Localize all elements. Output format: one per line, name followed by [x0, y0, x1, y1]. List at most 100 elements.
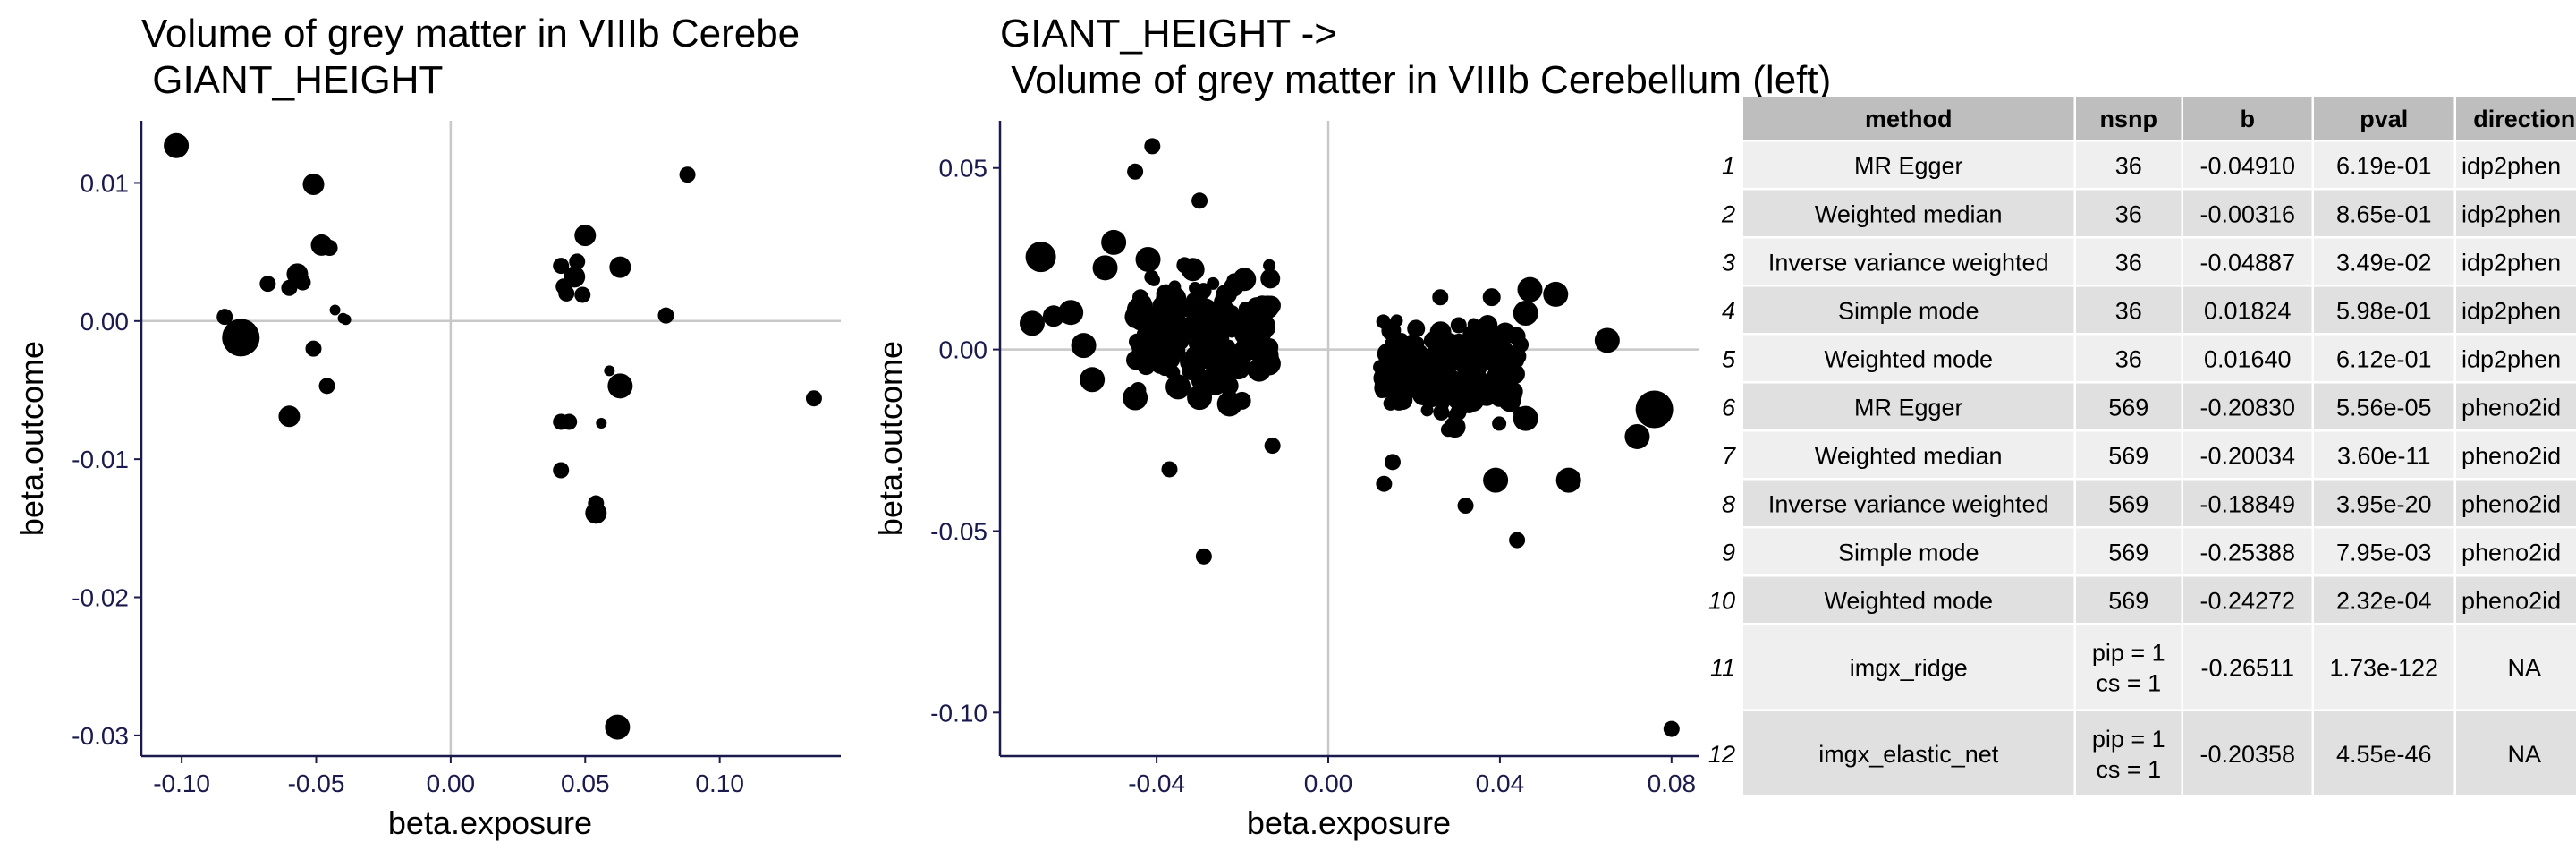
- data-point: [1384, 454, 1401, 471]
- data-point: [1233, 391, 1251, 410]
- x-tick-label: -0.04: [1128, 770, 1185, 797]
- table-cell-bg: [2183, 286, 2312, 333]
- table-cell-bg: [1743, 190, 2074, 236]
- x-tick-label: 0.04: [1476, 770, 1525, 797]
- table-row-index: 2: [1721, 200, 1735, 227]
- table-cell-bg: [2314, 383, 2454, 430]
- table-cell-b: 0.01640: [2204, 345, 2292, 372]
- data-point: [1188, 336, 1205, 353]
- table-cell-b: -0.25388: [2199, 539, 2295, 566]
- table-cell-bg: [2076, 335, 2182, 381]
- data-point: [1517, 276, 1543, 302]
- table-cell-nsnp: 36: [2115, 249, 2142, 276]
- table-cell-bg: [2456, 528, 2576, 574]
- table-header-pval: pval: [2360, 106, 2408, 132]
- table-cell-bg: [2076, 576, 2182, 623]
- table-cell-method: Inverse variance weighted: [1768, 490, 2049, 517]
- data-point: [1213, 305, 1230, 322]
- data-point: [604, 365, 615, 377]
- table-cell-direction: pheno2id: [2462, 587, 2561, 614]
- table-cell-direction: idp2phen: [2462, 200, 2561, 227]
- table-header-b: b: [2241, 106, 2256, 132]
- table-cell-method: MR Egger: [1854, 394, 1963, 421]
- table-cell-method: Weighted median: [1815, 442, 2003, 469]
- table-cell-pval: 3.60e-11: [2337, 442, 2431, 469]
- panel2-title: GIANT_HEIGHT ->: [1000, 12, 1337, 55]
- table-cell-bg: [2314, 238, 2454, 285]
- table-row-index: 1: [1722, 152, 1735, 179]
- data-point: [1428, 348, 1445, 365]
- data-point: [216, 309, 233, 326]
- table-row-index: 6: [1722, 394, 1736, 421]
- y-tick-label: 0.00: [939, 336, 988, 364]
- data-point: [1450, 317, 1467, 334]
- data-point: [329, 304, 341, 316]
- table-cell-bg: [2183, 335, 2312, 381]
- data-point: [1130, 381, 1147, 398]
- panel1-y-label: beta.outcome: [13, 341, 50, 536]
- data-point: [1180, 350, 1204, 374]
- table-header-cell: [2314, 97, 2454, 140]
- table-cell-bg: [1743, 286, 2074, 333]
- data-point: [605, 714, 631, 740]
- table-row: Simple mode 569 -0.25388 7.95e-03 pheno2id 9: [1722, 528, 2576, 574]
- data-point: [1212, 317, 1233, 337]
- table-cell-nsnp: cs = 1: [2096, 756, 2161, 783]
- data-point: [1594, 327, 1620, 353]
- table-row-index: 9: [1722, 539, 1735, 566]
- panel1-points: [164, 132, 822, 740]
- data-point: [1071, 333, 1097, 359]
- data-point: [1495, 375, 1508, 388]
- data-point: [607, 373, 633, 399]
- table-cell-method: Inverse variance weighted: [1768, 249, 2049, 276]
- panel2-reference-lines: [1000, 121, 1699, 756]
- table-cell-bg: [2076, 383, 2182, 430]
- table-row-index: 3: [1722, 249, 1735, 276]
- data-point: [1166, 344, 1182, 360]
- table-row-index: 7: [1722, 442, 1736, 469]
- table-cell-bg: [2076, 528, 2182, 574]
- data-point: [1150, 355, 1169, 374]
- table-cell-nsnp: 569: [2108, 394, 2148, 421]
- table-cell-bg: [2456, 141, 2576, 188]
- table-row: Simple mode 36 0.01824 5.98e-01 idp2phen 4: [1722, 286, 2576, 333]
- table-cell-bg: [2183, 190, 2312, 236]
- table-cell-pval: 2.32e-04: [2336, 587, 2432, 614]
- table-cell-pval: 4.55e-46: [2336, 741, 2432, 768]
- data-point: [1635, 390, 1674, 429]
- data-point: [1469, 331, 1482, 344]
- table-cell-bg: [2456, 286, 2576, 333]
- table-header-cell: [2456, 97, 2576, 140]
- table-cell-direction: pheno2id: [2462, 539, 2561, 566]
- table-cell-method: Weighted mode: [1824, 345, 1993, 372]
- x-tick-label: 0.08: [1648, 770, 1697, 797]
- panel1-subtitle: GIANT_HEIGHT: [141, 58, 443, 102]
- panel2-points: [1019, 138, 1680, 737]
- table-cell-bg: [2314, 286, 2454, 333]
- data-point: [1506, 351, 1525, 370]
- data-point: [1176, 257, 1193, 274]
- data-point: [1227, 348, 1244, 365]
- table-cell-method: MR Egger: [1854, 152, 1963, 179]
- data-point: [1260, 268, 1281, 289]
- data-point: [1385, 336, 1398, 350]
- y-tick-label: -0.03: [72, 722, 129, 750]
- data-point: [259, 276, 276, 293]
- data-point: [561, 413, 578, 430]
- data-point: [1255, 343, 1279, 367]
- table-cell-bg: [1743, 383, 2074, 430]
- table-cell-method: Simple mode: [1838, 539, 1979, 566]
- table-row: Inverse variance weighted 36 -0.04887 3.49e…: [1722, 238, 2576, 285]
- y-tick-label: 0.00: [80, 308, 130, 336]
- y-tick-label: 0.05: [939, 155, 988, 183]
- panel2-y-ticks: 0.05 0.00 -0.05 -0.10: [930, 155, 1000, 727]
- panel2-x-label: beta.exposure: [1247, 804, 1451, 841]
- data-point: [222, 319, 260, 357]
- panel2-subtitle: Volume of grey matter in VIIIb Cerebellu…: [1000, 58, 1831, 102]
- table-cell-bg: [2314, 711, 2454, 795]
- data-point: [1492, 416, 1507, 431]
- table-cell-bg: [2314, 528, 2454, 574]
- table-header-nsnp: nsnp: [2100, 106, 2158, 132]
- data-point: [1407, 319, 1426, 338]
- table-cell-method: imgx_ridge: [1850, 655, 1968, 682]
